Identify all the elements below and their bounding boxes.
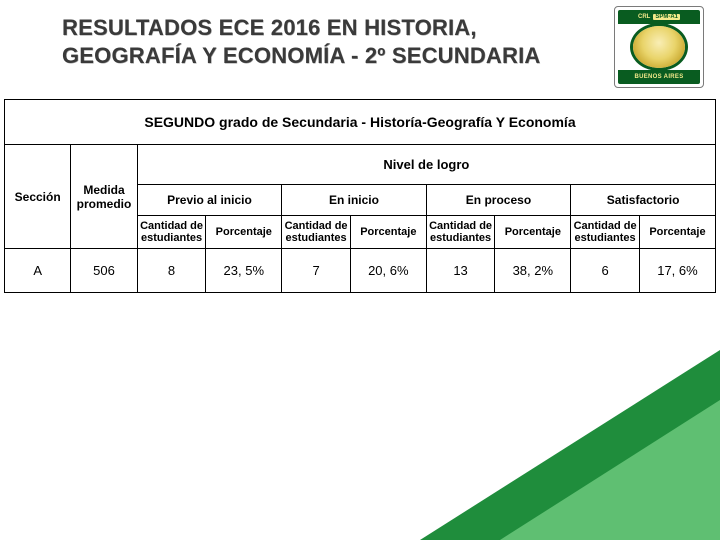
- header-row-main: SEGUNDO grado de Secundaria - Historía-G…: [5, 100, 716, 145]
- cell-seccion: A: [5, 249, 71, 293]
- sub-pct-0: Porcentaje: [206, 216, 282, 249]
- emblem-globe-icon: [633, 26, 685, 68]
- corner-decor-light: [500, 400, 720, 540]
- sub-pct-2: Porcentaje: [495, 216, 571, 249]
- col-medida: Medida promedio: [71, 145, 137, 249]
- header-level: Nivel de logro: [137, 145, 715, 185]
- sub-qty-1: Cantidad de estudiantes: [282, 216, 351, 249]
- title-line-1: RESULTADOS ECE 2016 EN HISTORIA,: [62, 14, 541, 42]
- cell-qty-0: 8: [137, 249, 206, 293]
- sub-pct-1: Porcentaje: [350, 216, 426, 249]
- table-row: A 506 8 23, 5% 7 20, 6% 13 38, 2% 6 17, …: [5, 249, 716, 293]
- page-title: RESULTADOS ECE 2016 EN HISTORIA, GEOGRAF…: [62, 14, 541, 69]
- emblem-bottom: BUENOS AIRES: [618, 70, 700, 84]
- results-table: SEGUNDO grado de Secundaria - Historía-G…: [4, 99, 716, 293]
- group-2: En proceso: [426, 185, 571, 216]
- cell-pct-1: 20, 6%: [350, 249, 426, 293]
- title-line-2: GEOGRAFÍA Y ECONOMÍA - 2º SECUNDARIA: [62, 42, 541, 70]
- group-0: Previo al inicio: [137, 185, 282, 216]
- sub-qty-0: Cantidad de estudiantes: [137, 216, 206, 249]
- cell-medida: 506: [71, 249, 137, 293]
- cell-pct-2: 38, 2%: [495, 249, 571, 293]
- cell-pct-0: 23, 5%: [206, 249, 282, 293]
- sub-pct-3: Porcentaje: [639, 216, 715, 249]
- cell-qty-2: 13: [426, 249, 495, 293]
- group-1: En inicio: [282, 185, 427, 216]
- emblem-top-left: CRL: [638, 14, 650, 20]
- results-table-wrap: SEGUNDO grado de Secundaria - Historía-G…: [4, 99, 716, 293]
- school-emblem: CRL SPM-A1 BUENOS AIRES: [614, 6, 704, 88]
- cell-qty-1: 7: [282, 249, 351, 293]
- col-seccion: Sección: [5, 145, 71, 249]
- emblem-top-mid: SPM-A1: [653, 14, 680, 20]
- header-main: SEGUNDO grado de Secundaria - Historía-G…: [5, 100, 716, 145]
- sub-qty-2: Cantidad de estudiantes: [426, 216, 495, 249]
- group-3: Satisfactorio: [571, 185, 716, 216]
- cell-pct-3: 17, 6%: [639, 249, 715, 293]
- header-row-level: Sección Medida promedio Nivel de logro: [5, 145, 716, 185]
- sub-qty-3: Cantidad de estudiantes: [571, 216, 640, 249]
- emblem-top: CRL SPM-A1: [618, 10, 700, 24]
- cell-qty-3: 6: [571, 249, 640, 293]
